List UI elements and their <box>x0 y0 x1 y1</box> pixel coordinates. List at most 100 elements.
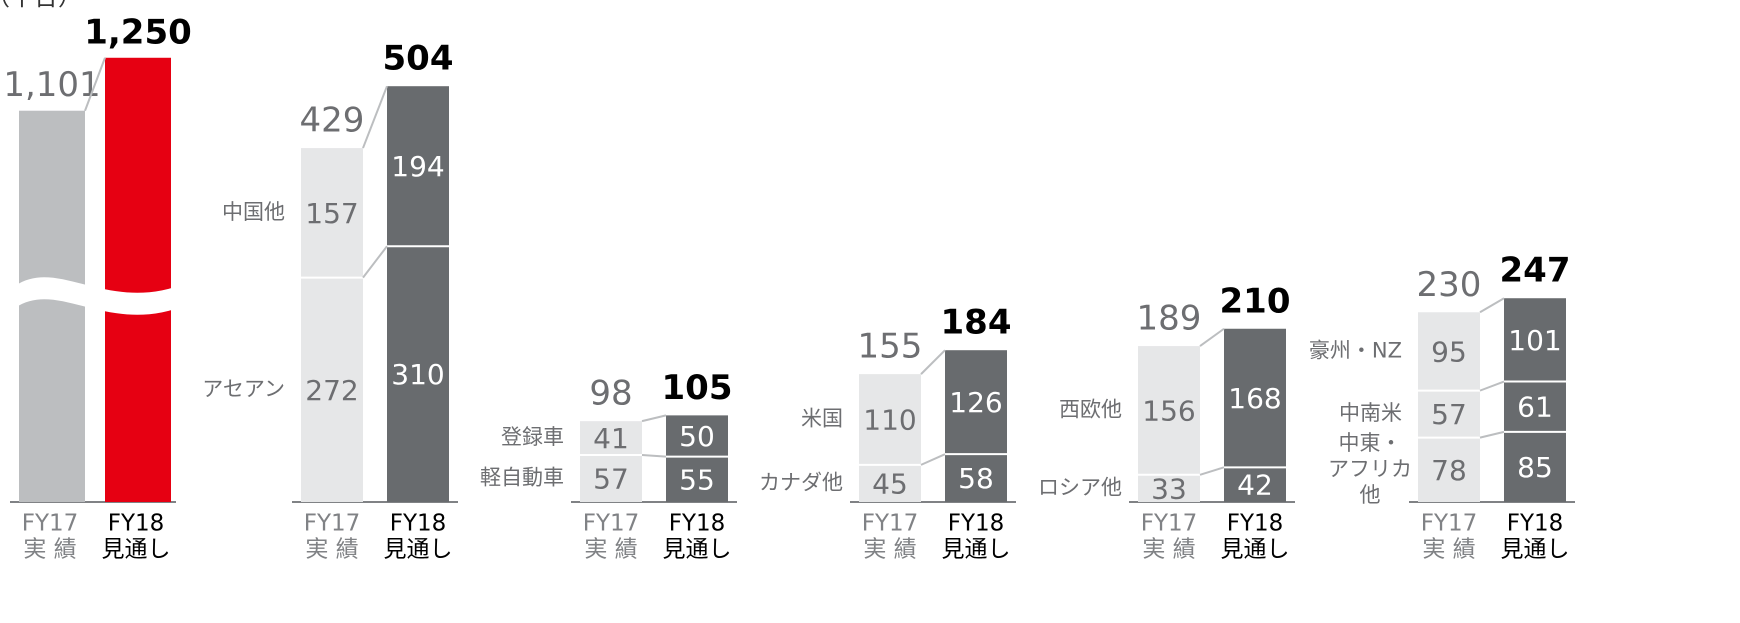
x-tick-label: 見通し <box>942 537 1011 563</box>
value-label: 85 <box>1517 451 1553 484</box>
bar-segment <box>1224 467 1286 502</box>
series-label: 登録車 <box>501 425 564 449</box>
total-label: 189 <box>1137 299 1202 339</box>
series-label: 米国 <box>801 407 843 431</box>
x-tick-label: FY18 <box>390 511 447 537</box>
value-label: 310 <box>391 358 444 391</box>
bar-segment <box>387 86 449 247</box>
axis-break <box>15 277 189 315</box>
connector <box>362 245 388 279</box>
series-label: 軽自動車 <box>480 465 564 489</box>
total-label: 184 <box>941 303 1012 343</box>
x-tick-label: 実 績 <box>1142 537 1195 563</box>
series-label: カナダ他 <box>759 470 843 494</box>
value-label: 157 <box>305 197 358 230</box>
bar <box>105 57 171 503</box>
connector <box>84 57 106 112</box>
bar-segment <box>1418 390 1480 438</box>
value-label: 61 <box>1517 391 1553 424</box>
bar-segment <box>301 277 363 502</box>
total-label: 247 <box>1500 251 1571 291</box>
value-label: 50 <box>679 420 715 453</box>
x-tick-label: 見通し <box>102 537 171 563</box>
value-label: 156 <box>1142 394 1195 427</box>
x-tick-label: 実 績 <box>1422 537 1475 563</box>
bar-segment <box>1418 312 1480 391</box>
connector <box>1479 380 1505 392</box>
bar-segment <box>1138 346 1200 475</box>
bar <box>19 110 85 503</box>
x-tick-label: FY18 <box>669 511 726 537</box>
series-label: 中国他 <box>222 200 285 224</box>
bar-segment <box>1418 437 1480 502</box>
x-tick-label: 実 績 <box>305 537 358 563</box>
value-label: 57 <box>1431 398 1467 431</box>
x-tick-label: FY17 <box>1421 511 1478 537</box>
total-label: 155 <box>858 327 923 367</box>
value-label: 57 <box>593 462 629 495</box>
connector <box>362 85 388 149</box>
connector <box>920 453 946 466</box>
bar-segment <box>1504 298 1566 382</box>
total-label: 230 <box>1417 265 1482 305</box>
bar-segment <box>580 421 642 455</box>
connector <box>1199 466 1225 476</box>
bar-segment <box>1504 431 1566 502</box>
total-label: 504 <box>383 39 454 79</box>
bar-segment <box>1138 474 1200 502</box>
x-tick-label: 見通し <box>384 537 453 563</box>
bar-segment <box>945 350 1007 455</box>
x-tick-label: FY17 <box>304 511 361 537</box>
bar-segment <box>1224 328 1286 468</box>
bar-segment <box>859 464 921 502</box>
unit-label: （千台） <box>0 0 82 11</box>
value-label: 95 <box>1431 335 1467 368</box>
value-label: 41 <box>593 422 629 455</box>
x-tick-label: FY18 <box>1227 511 1284 537</box>
connector <box>1479 297 1505 314</box>
total-label: 98 <box>589 374 632 414</box>
bar-segment <box>945 454 1007 502</box>
total-label: 105 <box>662 368 733 408</box>
value-label: 126 <box>949 386 1002 419</box>
connector <box>641 414 667 423</box>
series-label: 他 <box>1360 483 1381 507</box>
series-label: アフリカ <box>1328 457 1412 481</box>
connector <box>920 349 946 375</box>
connector <box>1199 327 1225 347</box>
total-label: 210 <box>1220 281 1291 321</box>
value-label: 58 <box>958 462 994 495</box>
value-label: 110 <box>863 404 916 437</box>
connector <box>1479 430 1505 439</box>
value-label: 42 <box>1237 469 1273 502</box>
x-tick-label: FY18 <box>1507 511 1564 537</box>
series-label: 中東・ <box>1339 431 1402 455</box>
series-label: 西欧他 <box>1059 397 1122 421</box>
x-tick-label: 見通し <box>663 537 732 563</box>
value-label: 272 <box>305 374 358 407</box>
value-label: 101 <box>1508 324 1561 357</box>
value-label: 55 <box>679 463 715 496</box>
total-label: 429 <box>300 101 365 141</box>
x-tick-label: 見通し <box>1221 537 1290 563</box>
x-tick-label: 見通し <box>1501 537 1570 563</box>
x-tick-label: 実 績 <box>863 537 916 563</box>
x-tick-label: 実 績 <box>584 537 637 563</box>
bar-segment <box>666 456 728 502</box>
x-tick-label: FY17 <box>1141 511 1198 537</box>
total-label: 1,250 <box>84 12 192 52</box>
x-tick-label: FY17 <box>22 511 79 537</box>
value-label: 78 <box>1431 454 1467 487</box>
value-label: 33 <box>1151 472 1187 505</box>
bar-segment <box>859 374 921 465</box>
x-tick-label: FY18 <box>948 511 1005 537</box>
x-tick-label: FY17 <box>583 511 640 537</box>
series-label: 豪州・NZ <box>1309 338 1402 362</box>
bar-segment <box>666 415 728 457</box>
value-label: 45 <box>872 467 908 500</box>
value-label: 194 <box>391 150 444 183</box>
connector <box>641 453 667 458</box>
value-label: 168 <box>1228 382 1281 415</box>
bar-segment <box>387 246 449 502</box>
